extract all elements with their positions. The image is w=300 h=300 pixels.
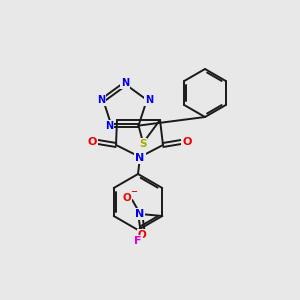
Text: N: N <box>135 153 145 163</box>
Text: N: N <box>97 95 105 105</box>
Text: O: O <box>87 137 97 147</box>
Text: O: O <box>123 193 132 203</box>
Text: O: O <box>138 230 147 240</box>
Text: N: N <box>135 209 144 219</box>
Text: N: N <box>121 78 129 88</box>
Text: S: S <box>139 139 146 148</box>
Text: N: N <box>105 121 113 130</box>
Text: O: O <box>182 137 192 147</box>
Text: N: N <box>145 95 153 105</box>
Text: −: − <box>130 188 137 196</box>
Text: F: F <box>134 236 142 246</box>
